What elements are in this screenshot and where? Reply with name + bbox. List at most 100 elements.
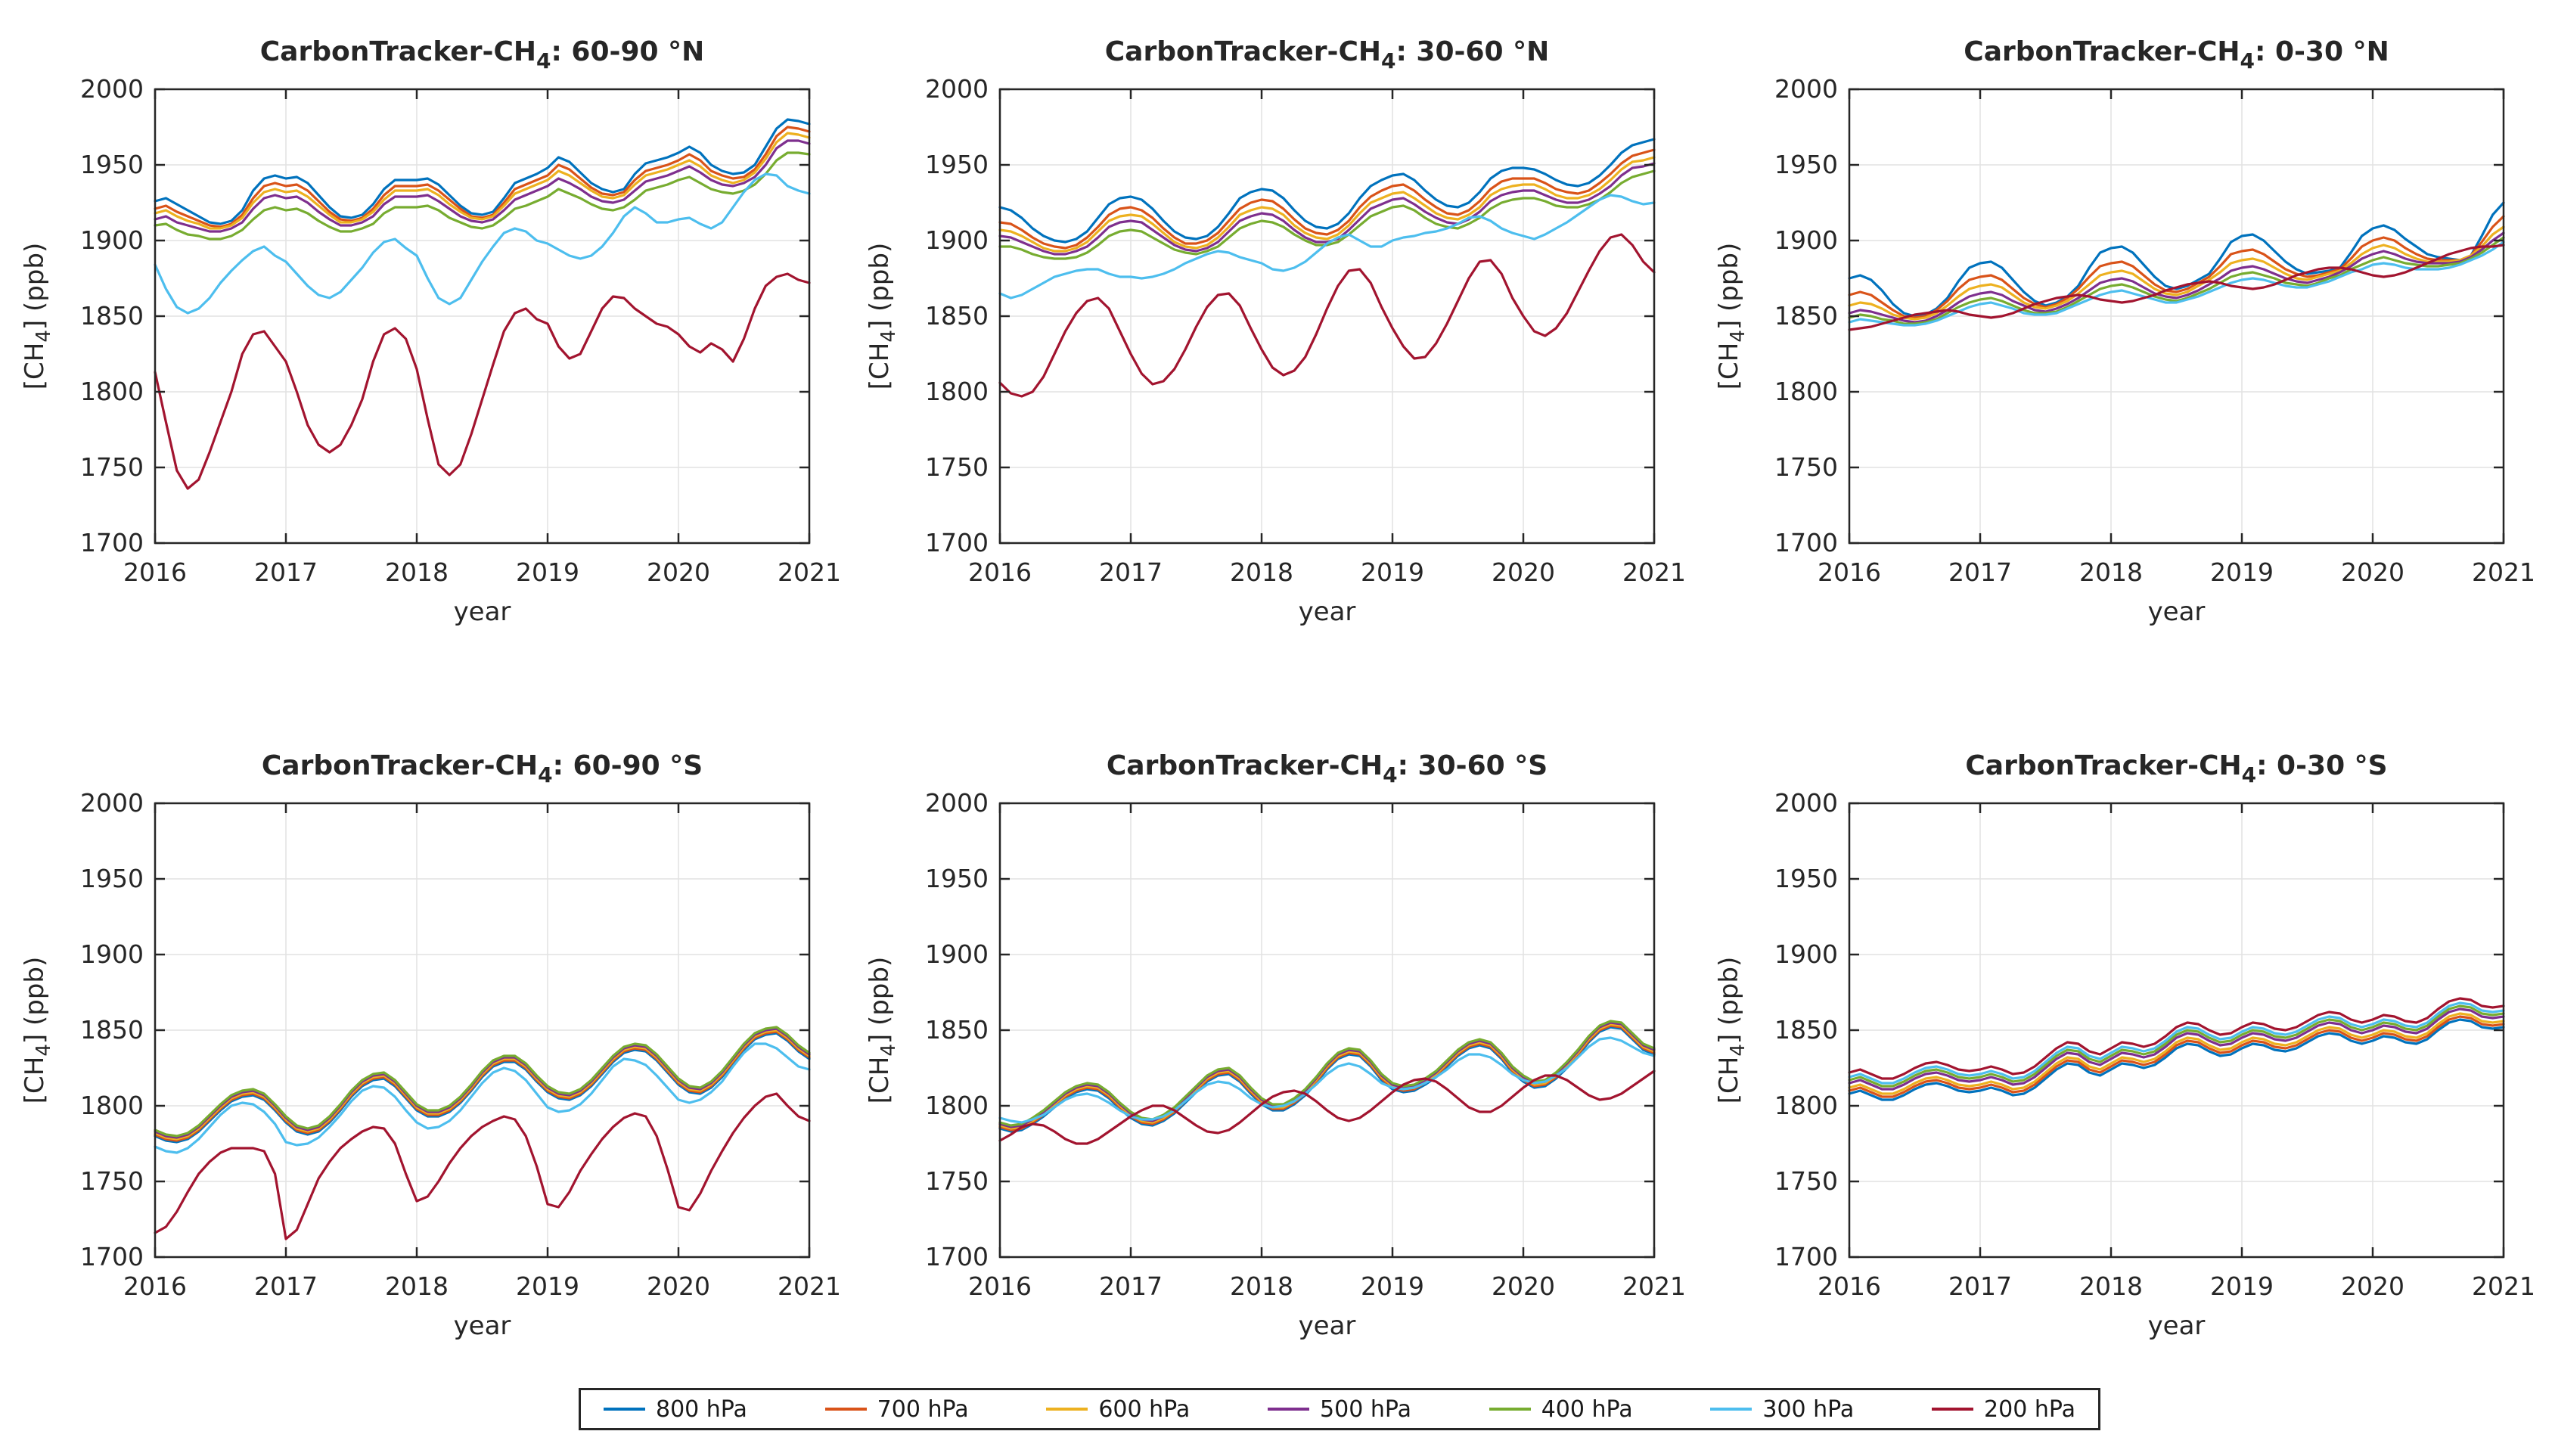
y-tick-label: 2000	[925, 74, 989, 104]
x-axis-label: year	[1299, 597, 1356, 626]
x-tick-label: 2018	[2079, 557, 2143, 587]
panel-title: CarbonTracker-CH4: 60-90 °S	[262, 750, 703, 787]
y-tick-label: 2000	[925, 788, 989, 818]
line-500hpa	[1848, 231, 2505, 324]
grid	[154, 88, 810, 544]
panel-0-30n: 2016 2017 2018 2019 2020 2021 1700 1750 1800 1850…	[1714, 36, 2535, 626]
line-800hpa	[1848, 201, 2505, 318]
legend-line-swatch	[1710, 1408, 1752, 1411]
legend-entry-800hpa: 800 hPa	[604, 1396, 747, 1423]
y-tick-label: 1950	[1774, 864, 1838, 893]
legend-entry-700hpa: 700 hPa	[824, 1395, 969, 1423]
x-tick-label: 2020	[1492, 1271, 1555, 1301]
line-700hpa	[1848, 215, 2505, 319]
tick-marks	[998, 802, 1656, 1259]
legend-entry-200hpa: 200 hPa	[1932, 1396, 2075, 1423]
y-axis-label: [CH4] (ppb)	[1714, 957, 1749, 1104]
line-200hpa	[1848, 244, 2505, 331]
y-tick-label: 1950	[1774, 150, 1838, 179]
y-tick-label: 1950	[925, 864, 989, 893]
line-300hpa	[154, 172, 811, 315]
y-tick-label: 1850	[80, 1015, 144, 1045]
legend-entry-label: 300 hPa	[1762, 1395, 1855, 1423]
y-tick-label: 1850	[925, 301, 989, 331]
line-400hpa	[154, 1026, 811, 1138]
x-tick-label: 2016	[123, 557, 187, 587]
y-tick-label: 1900	[80, 939, 144, 969]
legend-line-swatch	[1932, 1408, 1974, 1411]
y-tick-label: 1900	[80, 225, 144, 255]
x-tick-label: 2021	[2472, 1271, 2535, 1301]
line-800hpa	[998, 138, 1656, 244]
legend-line-swatch	[1268, 1408, 1310, 1411]
panel-title: CarbonTracker-CH4: 60-90 °N	[260, 36, 704, 73]
y-tick-label: 1700	[80, 1242, 144, 1271]
line-200hpa	[154, 1092, 811, 1240]
x-tick-label: 2020	[647, 1271, 710, 1301]
line-400hpa	[998, 1020, 1656, 1127]
line-200hpa	[1848, 997, 2505, 1080]
x-axis-label: year	[1299, 1311, 1356, 1340]
y-tick-label: 1800	[925, 1091, 989, 1120]
line-400hpa	[154, 151, 811, 241]
x-tick-label: 2016	[968, 557, 1032, 587]
line-600hpa	[998, 156, 1656, 253]
y-tick-label: 1700	[925, 1242, 989, 1271]
x-tick-label: 2018	[1230, 1271, 1293, 1301]
panel-title: CarbonTracker-CH4: 30-60 °N	[1105, 36, 1549, 73]
x-tick-label: 2021	[1622, 1271, 1686, 1301]
x-tick-label: 2016	[1818, 557, 1881, 587]
legend-entry-label: 800 hPa	[656, 1395, 747, 1423]
legend-line-swatch	[824, 1408, 867, 1411]
grid	[999, 803, 1655, 1258]
line-400hpa	[1848, 1004, 2505, 1088]
line-500hpa	[154, 139, 811, 233]
legend-line-swatch	[1046, 1408, 1088, 1411]
x-tick-label: 2019	[2210, 1271, 2274, 1301]
panel-30-60s: 2016 2017 2018 2019 2020 2021 1700 1750 1800 1850…	[865, 750, 1686, 1340]
y-tick-label: 1850	[1774, 301, 1838, 331]
y-tick-label: 2000	[80, 788, 144, 818]
x-tick-label: 2019	[516, 557, 579, 587]
y-tick-label: 1850	[1774, 1015, 1838, 1045]
panel-60-90s: 2016 2017 2018 2019 2020 2021 1700 1750 1800 1850…	[20, 750, 841, 1340]
tick-marks	[998, 88, 1656, 545]
legend-entry-label: 200 hPa	[1984, 1395, 2075, 1423]
panel-title: CarbonTracker-CH4: 30-60 °S	[1107, 750, 1548, 787]
tick-marks	[1848, 802, 2505, 1259]
y-axis-label: [CH4] (ppb)	[865, 243, 900, 390]
line-300hpa	[998, 1036, 1656, 1124]
panel-title: CarbonTracker-CH4: 0-30 °S	[1965, 750, 2387, 787]
x-tick-label: 2021	[778, 557, 841, 587]
y-tick-label: 1750	[80, 1166, 144, 1196]
y-tick-label: 1900	[1774, 939, 1838, 969]
y-tick-label: 1900	[1774, 225, 1838, 255]
y-tick-label: 1800	[1774, 1091, 1838, 1120]
y-tick-label: 1700	[925, 528, 989, 557]
line-700hpa	[154, 126, 811, 228]
y-tick-label: 1900	[925, 225, 989, 255]
grid	[999, 88, 1655, 544]
legend-entry-label: 500 hPa	[1320, 1395, 1411, 1423]
x-tick-label: 2019	[1361, 557, 1424, 587]
y-axis-label: [CH4] (ppb)	[1714, 243, 1749, 390]
y-tick-label: 1700	[1774, 528, 1838, 557]
x-tick-label: 2018	[2079, 1271, 2143, 1301]
grid	[154, 803, 810, 1258]
x-tick-label: 2017	[1099, 1271, 1163, 1301]
legend-entry-label: 700 hPa	[877, 1395, 969, 1423]
x-tick-label: 2019	[2210, 557, 2274, 587]
x-tick-label: 2017	[254, 557, 318, 587]
x-tick-label: 2018	[385, 1271, 449, 1301]
line-700hpa	[998, 1024, 1656, 1132]
y-tick-label: 1900	[925, 939, 989, 969]
legend-entry-label: 400 hPa	[1541, 1395, 1633, 1423]
y-tick-label: 1700	[80, 528, 144, 557]
x-tick-label: 2021	[1622, 557, 1686, 587]
line-300hpa	[1848, 1001, 2505, 1085]
panel-0-30s: 2016 2017 2018 2019 2020 2021 1700 1750 1800 1850…	[1714, 750, 2535, 1340]
panel-title: CarbonTracker-CH4: 0-30 °N	[1964, 36, 2389, 73]
line-500hpa	[1848, 1007, 2505, 1091]
line-200hpa	[998, 233, 1656, 398]
legend: 800 hPa 700 hPa 600 hPa 500 hPa 400 hPa 300 h…	[579, 1388, 2100, 1430]
